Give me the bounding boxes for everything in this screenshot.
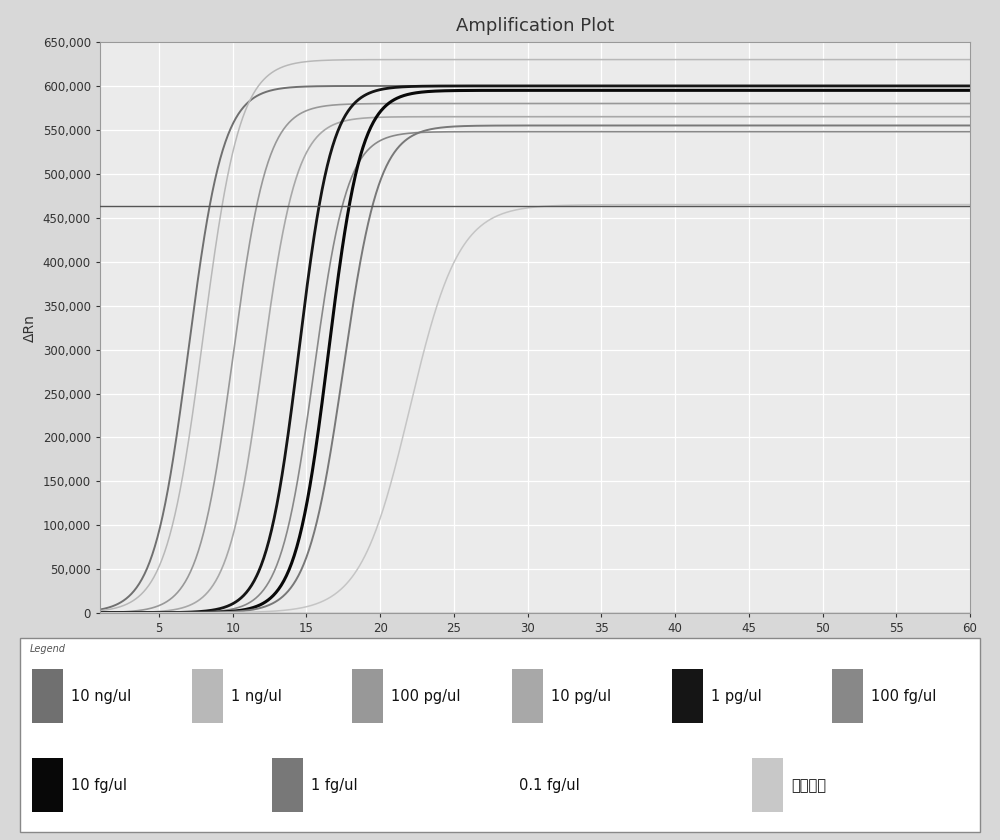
Bar <box>192 669 223 723</box>
Text: 1 ng/ul: 1 ng/ul <box>231 689 282 704</box>
Text: 1 pg/ul: 1 pg/ul <box>711 689 762 704</box>
X-axis label: Cycle: Cycle <box>516 641 554 655</box>
Text: 100 fg/ul: 100 fg/ul <box>871 689 936 704</box>
Bar <box>32 759 63 812</box>
Bar <box>752 759 783 812</box>
Bar <box>512 669 543 723</box>
Text: 10 fg/ul: 10 fg/ul <box>71 778 127 793</box>
Bar <box>272 759 303 812</box>
Text: 阴性对照: 阴性对照 <box>791 778 826 793</box>
Bar <box>832 669 863 723</box>
Title: Amplification Plot: Amplification Plot <box>456 17 614 35</box>
Text: 0.1 fg/ul: 0.1 fg/ul <box>519 778 580 793</box>
Text: Legend: Legend <box>30 644 66 654</box>
Text: 1 fg/ul: 1 fg/ul <box>311 778 358 793</box>
Bar <box>32 669 63 723</box>
Bar <box>352 669 383 723</box>
Text: 100 pg/ul: 100 pg/ul <box>391 689 460 704</box>
Text: 10 ng/ul: 10 ng/ul <box>71 689 131 704</box>
Bar <box>672 669 703 723</box>
Y-axis label: ΔRn: ΔRn <box>23 313 37 342</box>
Text: 10 pg/ul: 10 pg/ul <box>551 689 611 704</box>
